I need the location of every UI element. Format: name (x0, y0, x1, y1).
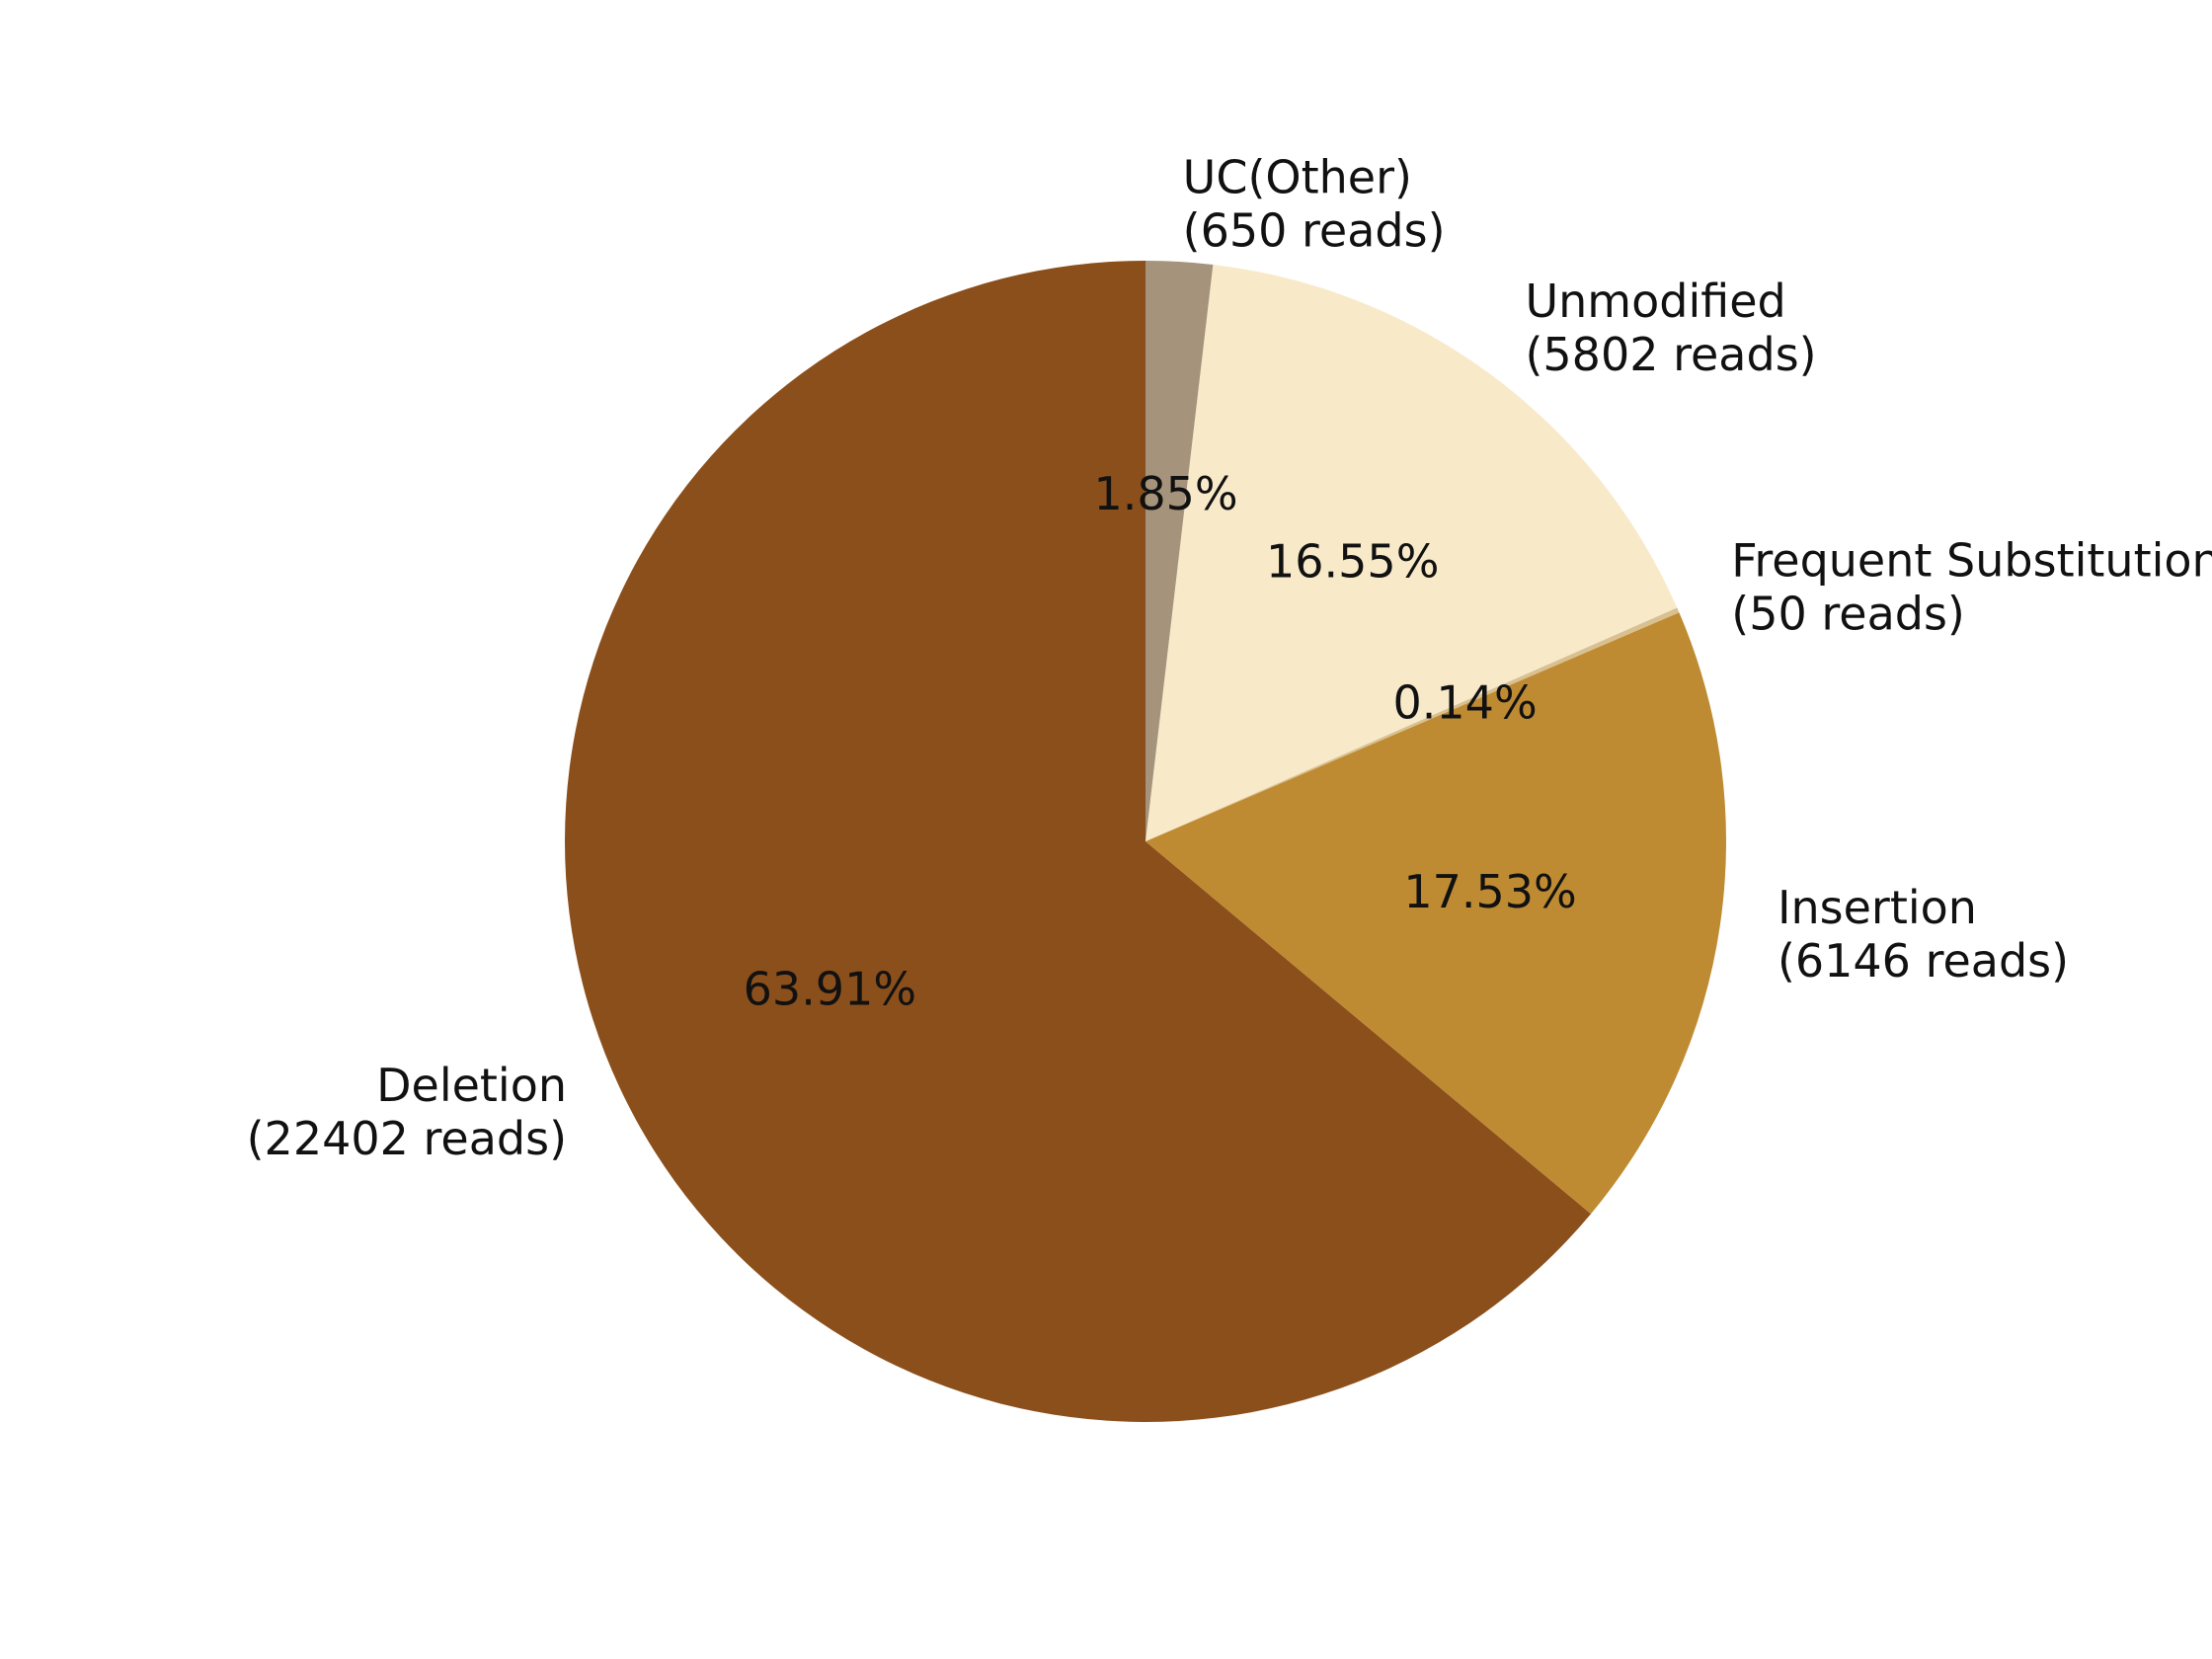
percent-labels: 63.91% 17.53% 0.14% 16.55% 1.85% (744, 467, 1577, 1016)
slice-reads-insertion: (6146 reads) (1778, 934, 2069, 988)
slice-labels: Deletion(22402 reads) Insertion(6146 read… (247, 150, 2212, 1165)
slice-reads-uc-other: (650 reads) (1183, 203, 1446, 257)
slice-label-deletion: Deletion (376, 1059, 567, 1112)
pie-slices (565, 261, 1726, 1423)
slice-label-unmodified: Unmodified (1525, 275, 1785, 328)
pie-slice-uc-other (1146, 261, 1214, 841)
pie-slice-frequent-substitution (1146, 607, 1680, 841)
pie-slice-unmodified (1146, 264, 1678, 841)
percent-label-deletion: 63.91% (744, 962, 916, 1015)
slice-label-uc-other: UC(Other) (1183, 150, 1412, 203)
pie-slice-insertion (1146, 612, 1726, 1215)
slice-reads-deletion: (22402 reads) (247, 1112, 567, 1165)
slice-label-insertion: Insertion (1778, 881, 1977, 934)
pie-slice-deletion (565, 261, 1592, 1423)
percent-label-uc-other: 1.85% (1093, 467, 1237, 520)
percent-label-frequent-substitution: 0.14% (1393, 675, 1538, 729)
slice-reads-unmodified: (5802 reads) (1525, 328, 1816, 381)
percent-label-insertion: 17.53% (1403, 865, 1576, 918)
percent-label-unmodified: 16.55% (1266, 534, 1439, 588)
slice-reads-frequent-substitution: (50 reads) (1731, 587, 1965, 640)
slice-label-frequent-substitution: Frequent Substitution (1731, 533, 2212, 587)
